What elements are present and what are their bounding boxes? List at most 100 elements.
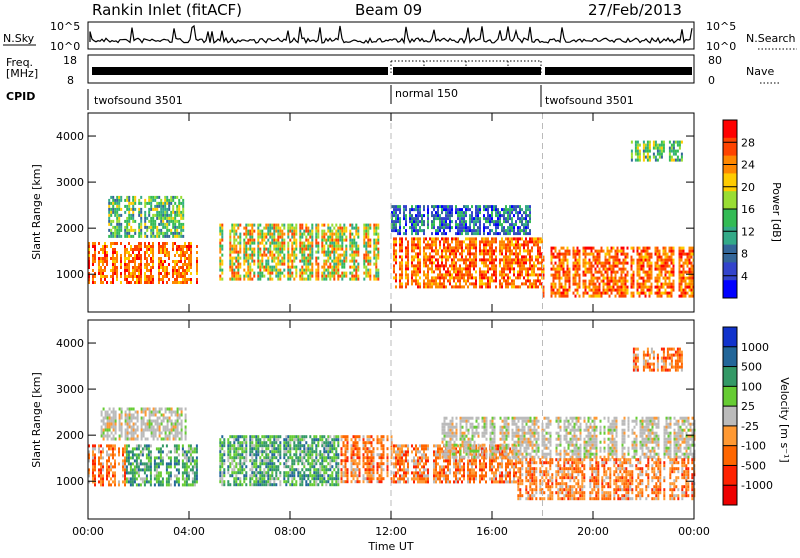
- echo-cell: [124, 269, 126, 272]
- echo-cell: [411, 205, 413, 208]
- echo-cell: [625, 259, 627, 262]
- echo-cell: [116, 199, 118, 202]
- echo-cell: [681, 295, 683, 298]
- echo-cell: [649, 247, 651, 250]
- echo-cell: [455, 267, 457, 270]
- echo-cell: [567, 292, 569, 295]
- echo-cell: [441, 264, 443, 267]
- echo-cell: [129, 426, 131, 429]
- echo-cell: [641, 250, 643, 253]
- echo-cell: [435, 279, 437, 282]
- echo-cell: [373, 224, 375, 227]
- echo-cell: [146, 477, 148, 480]
- echo-cell: [253, 248, 255, 251]
- echo-cell: [166, 468, 168, 471]
- echo-cell: [327, 272, 329, 275]
- echo-cell: [188, 263, 190, 266]
- echo-cell: [565, 274, 567, 277]
- echo-cell: [363, 233, 365, 236]
- echo-cell: [134, 474, 136, 477]
- echo-cell: [593, 253, 595, 256]
- echo-cell: [349, 254, 351, 257]
- echo-cell: [585, 253, 587, 256]
- echo-cell: [567, 295, 569, 298]
- echo-cell: [337, 269, 339, 272]
- echo-cell: [157, 411, 159, 414]
- echo-cell: [243, 242, 245, 245]
- echo-cell: [505, 261, 507, 264]
- echo-cell: [174, 272, 176, 275]
- echo-cell: [269, 236, 271, 239]
- echo-cell: [287, 245, 289, 248]
- echo-cell: [507, 249, 509, 252]
- echo-cell: [169, 432, 171, 435]
- echo-cell: [231, 230, 233, 233]
- echo-cell: [417, 223, 419, 226]
- echo-cell: [155, 408, 157, 411]
- echo-cell: [681, 259, 683, 262]
- echo-cell: [124, 260, 126, 263]
- echo-cell: [112, 199, 114, 202]
- echo-cell: [112, 235, 114, 238]
- echo-cell: [150, 199, 152, 202]
- echo-cell: [168, 456, 170, 459]
- echo-cell: [363, 245, 365, 248]
- echo-cell: [188, 248, 190, 251]
- echo-cell: [679, 295, 681, 298]
- echo-cell: [152, 260, 154, 263]
- echo-cell: [271, 242, 273, 245]
- echo-cell: [537, 285, 539, 288]
- echo-cell: [237, 269, 239, 272]
- echo-cell: [569, 250, 571, 253]
- echo-cell: [595, 256, 597, 259]
- echo-cell: [146, 281, 148, 284]
- echo-cell: [683, 274, 685, 277]
- echo-cell: [455, 249, 457, 252]
- echo-cell: [125, 417, 127, 420]
- echo-cell: [113, 429, 115, 432]
- echo-cell: [463, 261, 465, 264]
- echo-cell: [649, 159, 651, 162]
- echo-cell: [179, 414, 181, 417]
- echo-cell: [231, 278, 233, 281]
- echo-cell: [479, 240, 481, 243]
- echo-cell: [333, 272, 335, 275]
- echo-cell: [531, 267, 533, 270]
- echo-cell: [127, 438, 129, 441]
- echo-cell: [182, 444, 184, 447]
- echo-cell: [150, 459, 152, 462]
- colorbar-swatch: [723, 262, 737, 280]
- echo-cell: [105, 435, 107, 438]
- echo-cell: [583, 280, 585, 283]
- echo-cell: [405, 205, 407, 208]
- echo-cell: [363, 224, 365, 227]
- echo-cell: [583, 292, 585, 295]
- echo-cell: [399, 279, 401, 282]
- echo-cell: [323, 254, 325, 257]
- echo-cell: [273, 257, 275, 260]
- echo-cell: [631, 280, 633, 283]
- echo-cell: [172, 275, 174, 278]
- echo-cell: [231, 275, 233, 278]
- echo-cell: [431, 232, 433, 235]
- echo-cell: [637, 268, 639, 271]
- echo-cell: [343, 230, 345, 233]
- echo-cell: [289, 278, 291, 281]
- echo-cell: [631, 159, 633, 162]
- echo-cell: [603, 265, 605, 268]
- echo-cell: [443, 249, 445, 252]
- echo-cell: [417, 285, 419, 288]
- echo-cell: [579, 250, 581, 253]
- echo-cell: [144, 217, 146, 220]
- colorbar-swatch: [723, 209, 737, 227]
- echo-cell: [447, 270, 449, 273]
- echo-cell: [529, 264, 531, 267]
- echo-cell: [613, 262, 615, 265]
- echo-cell: [147, 429, 149, 432]
- echo-cell: [491, 261, 493, 264]
- echo-cell: [527, 279, 529, 282]
- echo-cell: [471, 276, 473, 279]
- echo-cell: [120, 254, 122, 257]
- echo-cell: [643, 265, 645, 268]
- echo-cell: [427, 243, 429, 246]
